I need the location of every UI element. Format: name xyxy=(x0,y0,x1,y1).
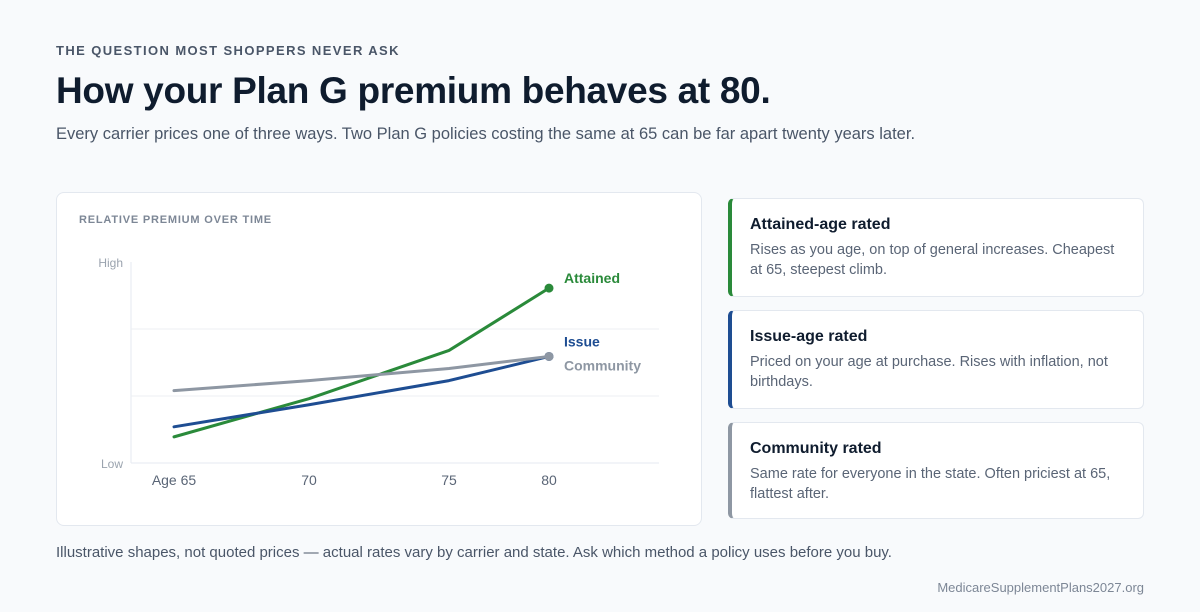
y-tick-label-low: Low xyxy=(101,457,123,471)
premium-line-chart: High Low Age 65 70 75 80 Attained Issue Communit… xyxy=(98,256,659,488)
series-line-community xyxy=(172,354,551,393)
x-tick-label: 75 xyxy=(441,472,457,488)
method-description: Same rate for everyone in the state. Oft… xyxy=(750,466,1111,502)
method-card-issue: Issue-age rated Priced on your age at pu… xyxy=(728,310,1144,409)
method-title: Community rated xyxy=(750,440,882,457)
method-title: Attained-age rated xyxy=(750,216,891,233)
footnote: Illustrative shapes, not quoted prices —… xyxy=(56,544,892,561)
series-line-issue xyxy=(172,354,551,429)
series-label-attained: Attained xyxy=(564,270,620,286)
method-card-attained: Attained-age rated Rises as you age, on … xyxy=(728,198,1144,297)
method-list: Attained-age rated Rises as you age, on … xyxy=(728,198,1144,519)
x-tick-label: 80 xyxy=(541,472,557,488)
series-label-community: Community xyxy=(564,357,641,373)
series-label-issue: Issue xyxy=(564,333,600,349)
chart-card: RELATIVE PREMIUM OVER TIME High Low Age 65… xyxy=(56,192,702,526)
y-tick-label-high: High xyxy=(98,256,123,270)
method-description: Priced on your age at purchase. Rises wi… xyxy=(750,354,1108,390)
series-end-point-attained xyxy=(544,283,554,293)
method-description: Rises as you age, on top of general incr… xyxy=(750,242,1115,278)
x-tick-label: Age 65 xyxy=(152,472,197,488)
series-end-point-community xyxy=(544,351,554,361)
chart-title: RELATIVE PREMIUM OVER TIME xyxy=(79,214,272,226)
x-tick-label: 70 xyxy=(301,472,317,488)
page-subtitle: Every carrier prices one of three ways. … xyxy=(56,125,916,143)
site-url: MedicareSupplementPlans2027.org xyxy=(937,580,1144,595)
page-title: How your Plan G premium behaves at 80. xyxy=(56,70,771,111)
eyebrow: THE QUESTION MOST SHOPPERS NEVER ASK xyxy=(56,43,400,58)
method-title: Issue-age rated xyxy=(750,328,868,345)
method-card-community: Community rated Same rate for everyone i… xyxy=(728,422,1144,519)
